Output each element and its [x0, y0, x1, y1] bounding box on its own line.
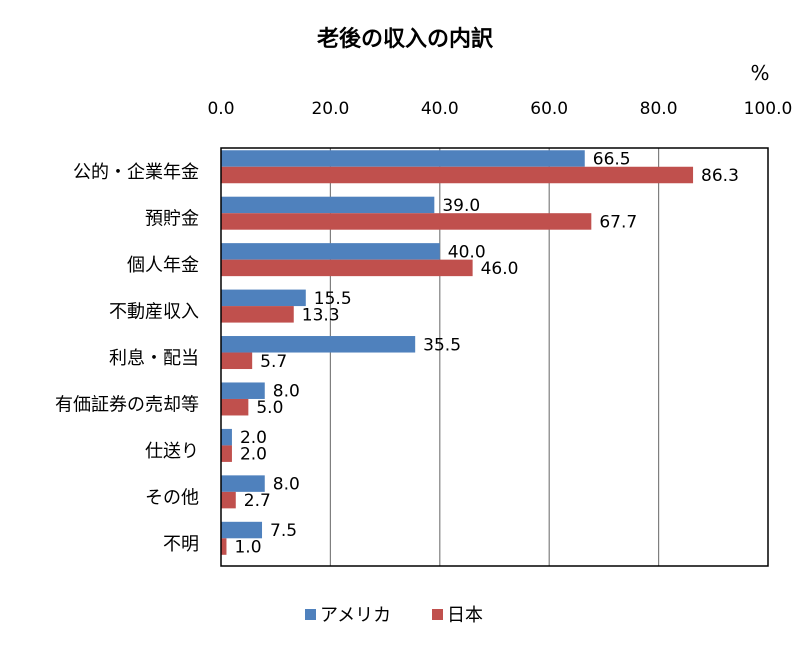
data-label: 5.7	[260, 352, 287, 372]
category-label: 個人年金	[127, 255, 199, 276]
bar	[221, 475, 265, 492]
data-label: 8.0	[273, 382, 300, 402]
category-label: 不明	[163, 534, 199, 555]
legend: アメリカ 日本	[305, 605, 483, 626]
legend-label: アメリカ	[320, 605, 391, 626]
x-tick-label: 0.0	[207, 99, 234, 119]
data-label: 66.5	[593, 150, 631, 170]
category-label: 預貯金	[145, 209, 199, 230]
bar	[221, 150, 585, 167]
data-label: 13.3	[302, 305, 340, 325]
data-label: 46.0	[481, 259, 519, 279]
data-label: 8.0	[273, 475, 300, 495]
data-label: 2.0	[240, 428, 267, 448]
unit-label: %	[750, 61, 769, 85]
data-label: 40.0	[448, 242, 486, 262]
bar	[221, 336, 416, 353]
bar	[221, 213, 592, 230]
bar	[221, 382, 265, 399]
data-label: 5.0	[256, 398, 283, 418]
bar	[221, 428, 232, 446]
bars: 66.5 86.3 39.0 67.7 40.046.0 15.513.3 35.5 5.7 8…	[221, 150, 739, 558]
x-tick-label: 60.0	[530, 99, 568, 119]
data-label: 1.0	[234, 538, 261, 558]
data-label: 2.0	[240, 445, 267, 465]
legend-swatch	[305, 609, 316, 620]
data-label: 67.7	[599, 212, 637, 232]
x-axis-ticks: 0.0 20.0 40.0 60.0 80.0 100.0	[207, 99, 792, 119]
bar	[221, 289, 306, 307]
data-label: 2.7	[244, 491, 271, 511]
x-tick-label: 20.0	[311, 99, 349, 119]
category-label: その他	[145, 487, 199, 508]
x-tick-label: 80.0	[640, 99, 678, 119]
bar	[221, 259, 473, 277]
bar	[221, 352, 253, 370]
bar	[221, 243, 440, 260]
x-tick-label: 100.0	[744, 99, 793, 119]
bar	[221, 538, 227, 555]
bar	[221, 166, 694, 184]
bar	[221, 521, 263, 539]
category-label: 仕送り	[145, 441, 199, 462]
chart-title: 老後の収入の内訳	[316, 26, 494, 52]
data-label: 7.5	[270, 521, 297, 541]
legend-label: 日本	[447, 605, 483, 626]
category-label: 公的・企業年金	[73, 162, 199, 183]
data-label: 35.5	[423, 335, 461, 355]
bar	[221, 196, 435, 214]
plot-area-border	[220, 147, 769, 567]
x-tick-label: 40.0	[421, 99, 459, 119]
bar	[221, 398, 249, 416]
legend-swatch	[432, 609, 443, 620]
data-label: 15.5	[314, 289, 352, 309]
data-label: 86.3	[701, 166, 739, 186]
bar	[221, 306, 294, 323]
category-label: 不動産収入	[109, 302, 199, 323]
bar	[221, 491, 236, 509]
category-label: 利息・配当	[109, 348, 199, 369]
bar	[221, 445, 232, 462]
category-label: 有価証券の売却等	[55, 394, 199, 415]
data-label: 39.0	[442, 196, 480, 216]
